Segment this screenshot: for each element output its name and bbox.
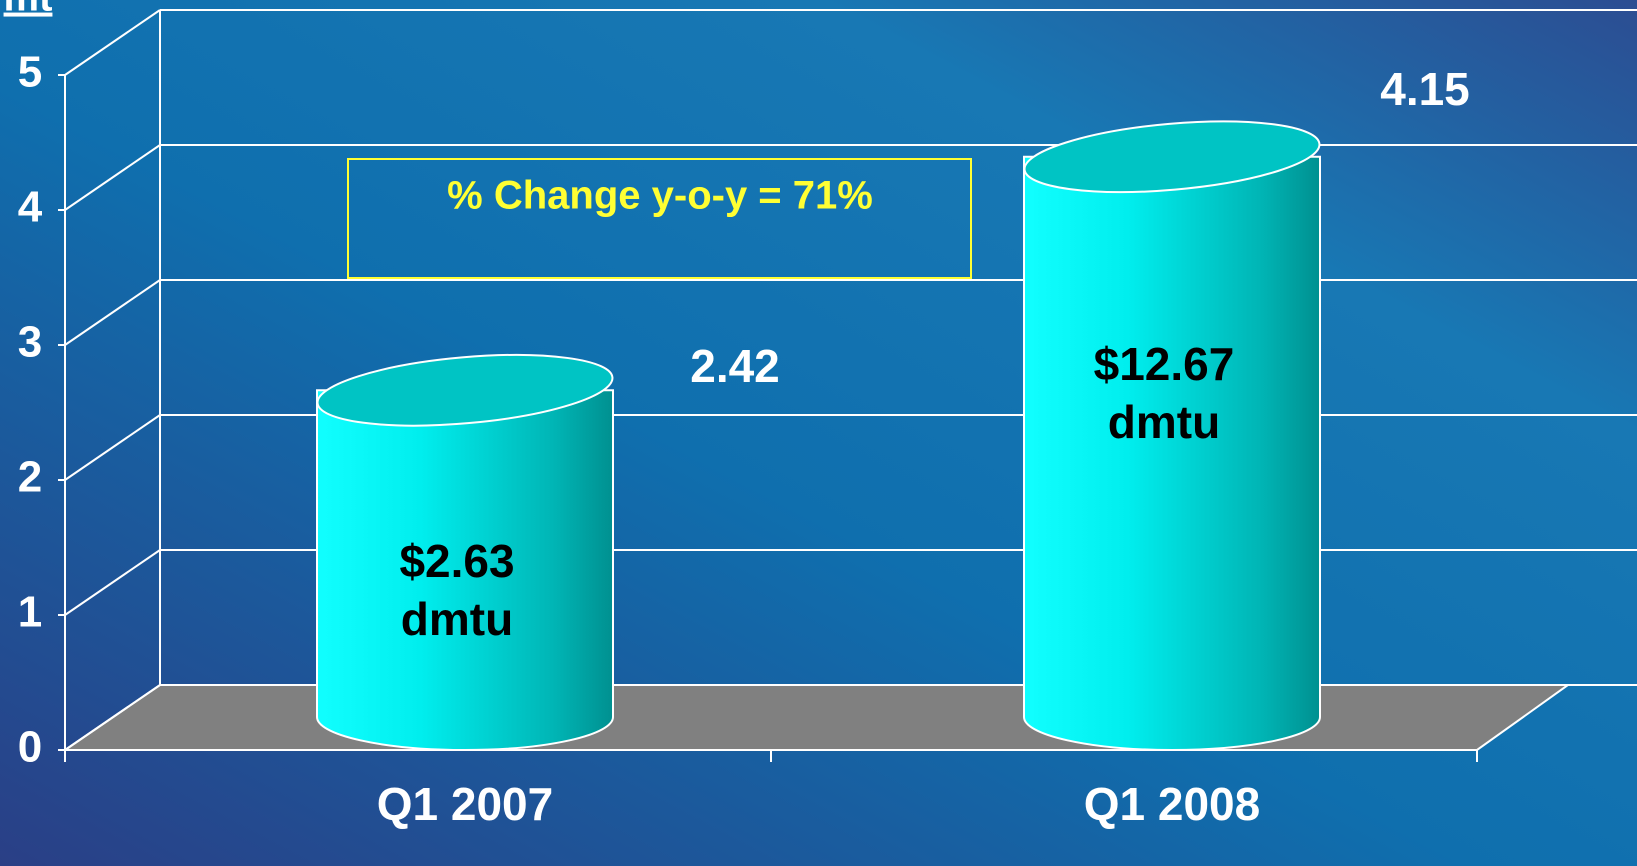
cylinder-top xyxy=(1023,120,1321,194)
x-tick-label: Q1 2007 xyxy=(377,778,553,830)
y-tick-label: 3 xyxy=(18,318,42,367)
bar xyxy=(316,353,614,751)
y-axis-label: mt xyxy=(4,0,53,20)
floor xyxy=(61,684,1572,751)
cylinder-body xyxy=(1023,155,1321,751)
cylinder-top xyxy=(316,353,614,427)
grid-line xyxy=(64,279,161,346)
y-tick-label: 5 xyxy=(18,48,42,97)
bar-annotation: dmtu xyxy=(401,593,513,645)
y-tick-label: 4 xyxy=(18,183,43,232)
grid-line xyxy=(64,549,161,616)
x-tick-label: Q1 2008 xyxy=(1084,778,1260,830)
annotation: % Change y-o-y = 71% xyxy=(447,174,873,218)
y-tick-label: 0 xyxy=(18,723,42,772)
grid-line xyxy=(64,144,161,211)
grid-line xyxy=(64,684,161,751)
grid-line xyxy=(64,9,161,76)
bar xyxy=(1023,120,1321,751)
bar-annotation: $12.67 xyxy=(1094,338,1235,390)
cylinder-body xyxy=(316,389,614,751)
value-label: 4.15 xyxy=(1380,63,1470,115)
grid-line xyxy=(64,414,161,481)
y-tick-label: 1 xyxy=(18,588,42,637)
annotation-box xyxy=(347,158,972,279)
bar-annotation: dmtu xyxy=(1108,396,1220,448)
value-label: 2.42 xyxy=(690,340,780,392)
bar-annotation: $2.63 xyxy=(399,535,514,587)
y-tick-label: 2 xyxy=(18,453,42,502)
